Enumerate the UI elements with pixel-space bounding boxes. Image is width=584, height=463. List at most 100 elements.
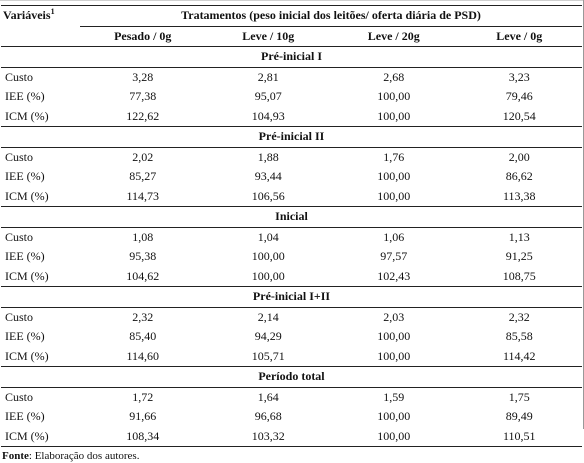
table-cell: 77,38	[129, 89, 157, 104]
row-label: IEE (%)	[5, 169, 45, 184]
table-cell: 96,68	[254, 409, 282, 424]
table-cell: 3,28	[132, 69, 154, 84]
row-label: Custo	[5, 309, 34, 324]
section-row: Pré-inicial II	[1, 126, 582, 148]
table-header-row: Variáveis1 Tratamentos (peso inicial dos…	[1, 5, 582, 47]
table-cell: 86,62	[505, 169, 533, 184]
table-cell: 2,68	[383, 69, 405, 84]
row-label: Custo	[5, 389, 34, 404]
treatment-columns-row: Pesado / 0g Leve / 10g Leve / 20g Leve /…	[1, 26, 582, 47]
table-cell: 100,00	[377, 169, 411, 184]
table-cell: 85,58	[505, 329, 533, 344]
section-row: Período total	[1, 366, 582, 388]
table-cell: 79,46	[505, 89, 533, 104]
table-cell: 3,23	[508, 69, 530, 84]
table-cell: 110,51	[456, 426, 582, 447]
section-title: Pré-inicial II	[1, 126, 582, 148]
section-title: Pré-inicial I+II	[1, 286, 582, 308]
row-label: IEE (%)	[5, 249, 45, 264]
table-cell: 114,42	[502, 348, 536, 363]
table-cell: 100,00	[377, 409, 411, 424]
table-cell: 2,32	[132, 309, 154, 324]
source-label: Fonte	[2, 450, 29, 462]
table-cell: 1,59	[383, 389, 405, 404]
table-cell: 102,43	[377, 268, 411, 283]
section-title: Inicial	[1, 206, 582, 228]
table-cell: 93,44	[254, 169, 282, 184]
table-cell: 95,07	[254, 89, 282, 104]
table-cell: 122,62	[126, 108, 160, 123]
table-row: Custo 2,32 2,14 2,03 2,32	[1, 307, 582, 327]
table-cell: 103,32	[205, 426, 331, 447]
table-cell: 95,38	[129, 249, 157, 264]
table-row: Custo 2,02 1,88 1,76 2,00	[1, 147, 582, 167]
table-cell: 91,25	[505, 249, 533, 264]
table-row: IEE (%) 85,40 94,29 100,00 85,58	[1, 327, 582, 347]
section-row: Inicial	[1, 206, 582, 228]
table-source-note: Fonte: Elaboração dos autores.	[0, 450, 584, 463]
table-row: ICM (%) 114,73 106,56 100,00 113,38	[1, 187, 582, 207]
table-cell: 108,34	[80, 426, 206, 447]
table-cell: 105,71	[251, 348, 285, 363]
table-row: ICM (%) 114,60 105,71 100,00 114,42	[1, 347, 582, 367]
table-row: IEE (%) 77,38 95,07 100,00 79,46	[1, 87, 582, 107]
table-cell: 1,13	[508, 229, 530, 244]
table-row: IEE (%) 95,38 100,00 97,57 91,25	[1, 247, 582, 267]
row-label: Custo	[5, 149, 34, 164]
table-cell: 2,00	[508, 149, 530, 164]
column-header: Pesado / 0g	[114, 28, 172, 43]
table-cell: 113,38	[502, 188, 536, 203]
table-row: Custo 1,08 1,04 1,06 1,13	[1, 227, 582, 247]
table-cell: 1,04	[257, 229, 279, 244]
table-cell: 104,93	[251, 108, 285, 123]
table-cell: 2,02	[132, 149, 154, 164]
table-row: IEE (%) 91,66 96,68 100,00 89,49	[1, 407, 582, 427]
table-cell: 1,64	[257, 389, 279, 404]
table-cell: 1,08	[132, 229, 154, 244]
table-row: ICM (%) 108,34 103,32 100,00 110,51	[1, 426, 582, 447]
table-cell: 2,03	[383, 309, 405, 324]
table-row: IEE (%) 85,27 93,44 100,00 86,62	[1, 167, 582, 187]
table-cell: 106,56	[251, 188, 285, 203]
table-row: ICM (%) 104,62 100,00 102,43 108,75	[1, 267, 582, 287]
table-cell: 1,88	[257, 149, 279, 164]
table-cell: 100,00	[377, 89, 411, 104]
table-cell: 2,14	[257, 309, 279, 324]
table-cell: 100,00	[377, 329, 411, 344]
variables-footnote-mark: 1	[50, 7, 55, 16]
table-cell: 2,81	[257, 69, 279, 84]
table-cell: 94,29	[254, 329, 282, 344]
table-row: Custo 1,72 1,64 1,59 1,75	[1, 387, 582, 407]
table-cell: 97,57	[380, 249, 408, 264]
table-cell: 89,49	[505, 409, 533, 424]
table-row: Custo 3,28 2,81 2,68 3,23	[1, 67, 582, 87]
table-row: ICM (%) 122,62 104,93 100,00 120,54	[1, 107, 582, 127]
table-cell: 100,00	[331, 426, 457, 447]
table-cell: 1,76	[383, 149, 405, 164]
table-cell: 2,32	[508, 309, 530, 324]
table-cell: 100,00	[377, 348, 411, 363]
table-cell: 1,75	[508, 389, 530, 404]
table-cell: 91,66	[129, 409, 157, 424]
table-cell: 100,00	[251, 268, 285, 283]
section-title: Período total	[1, 366, 582, 388]
table-cell: 114,73	[126, 188, 160, 203]
row-label: IEE (%)	[5, 409, 45, 424]
variables-header-text: Variáveis	[3, 8, 51, 22]
row-label: ICM (%)	[1, 426, 80, 447]
table-cell: 1,06	[383, 229, 405, 244]
section-title: Pré-inicial I	[1, 46, 582, 68]
row-label: ICM (%)	[5, 188, 49, 203]
table-cell: 104,62	[126, 268, 160, 283]
table-body: Pré-inicial I Custo 3,28 2,81 2,68 3,23 IEE (%…	[1, 46, 582, 447]
results-table: Variáveis1 Tratamentos (peso inicial dos…	[1, 5, 582, 447]
row-label: IEE (%)	[5, 89, 45, 104]
section-row: Pré-inicial I	[1, 46, 582, 68]
table-cell: 120,54	[502, 108, 536, 123]
row-label: ICM (%)	[5, 108, 49, 123]
column-header: Leve / 0g	[496, 28, 543, 43]
section-row: Pré-inicial I+II	[1, 286, 582, 308]
table-cell: 108,75	[502, 268, 536, 283]
cropped-caption-strip	[0, 0, 584, 5]
